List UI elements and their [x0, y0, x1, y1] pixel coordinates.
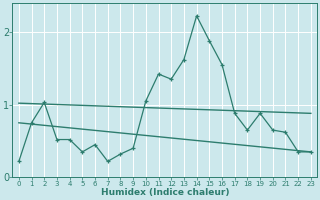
X-axis label: Humidex (Indice chaleur): Humidex (Indice chaleur) [100, 188, 229, 197]
